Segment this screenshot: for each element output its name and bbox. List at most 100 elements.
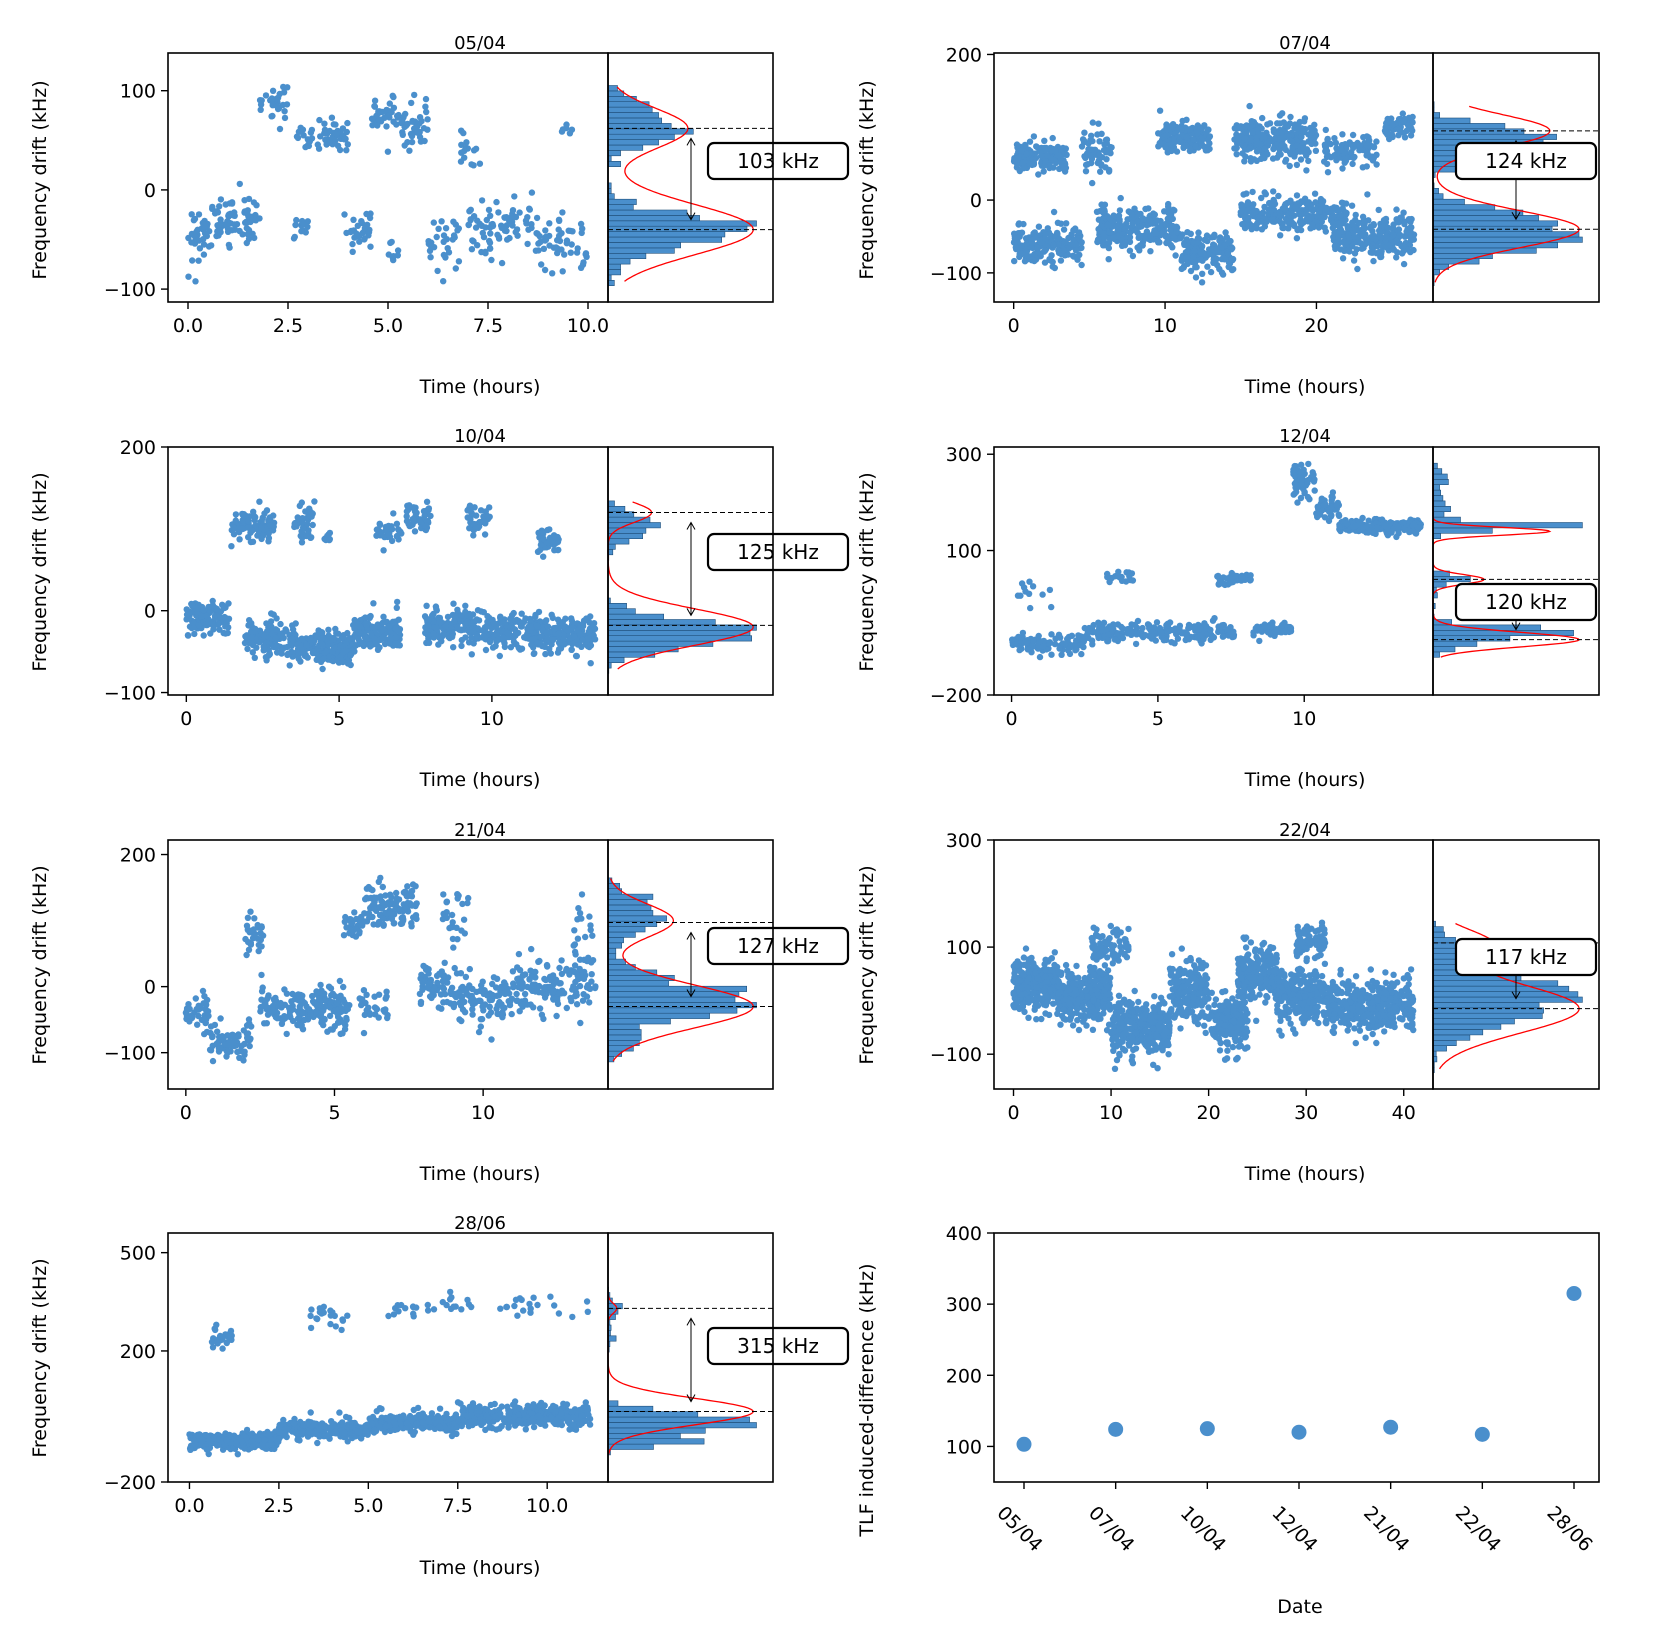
data-point [1315, 208, 1323, 215]
data-point [1287, 624, 1295, 632]
data-point [475, 524, 482, 531]
histogram-bar [1432, 193, 1444, 200]
data-point [541, 266, 549, 274]
data-point [371, 97, 379, 104]
data-point [1266, 120, 1274, 127]
data-point [536, 546, 544, 554]
histogram-bar [607, 269, 621, 276]
data-point [533, 214, 541, 222]
data-point [478, 197, 486, 204]
data-point [298, 499, 305, 506]
data-point [1267, 208, 1275, 215]
data-point [1057, 146, 1064, 153]
data-point [1055, 247, 1062, 254]
data-point [578, 229, 585, 237]
data-point [420, 125, 428, 132]
data-point [1046, 162, 1053, 169]
data-point [365, 229, 373, 236]
data-point [1184, 247, 1191, 255]
panel-1-scatter [185, 83, 590, 285]
histogram-bar [607, 532, 644, 539]
data-point [1063, 220, 1070, 227]
data-point [392, 625, 400, 633]
data-point [258, 971, 265, 979]
data-point [276, 125, 284, 133]
data-point [1294, 482, 1301, 489]
panel-1-histogram [607, 85, 757, 286]
data-point [424, 632, 432, 639]
data-point [209, 602, 216, 609]
data-point [1333, 243, 1341, 250]
data-point [1103, 136, 1111, 143]
data-point [484, 618, 491, 625]
data-point [496, 652, 503, 660]
data-point [1043, 152, 1051, 159]
panel-8-ylabel: TLF induced-difference (kHz) [856, 1263, 878, 1537]
data-point [284, 650, 292, 657]
panel-5: 21/04 Time (hours) Frequency drift (kHz) [29, 820, 540, 1185]
data-point [1023, 150, 1030, 158]
data-point [468, 634, 475, 641]
data-point [485, 206, 493, 214]
data-point [349, 240, 356, 248]
data-point [231, 221, 238, 228]
data-point [552, 624, 559, 632]
data-point [315, 628, 323, 635]
data-point [332, 121, 339, 128]
data-point [432, 603, 440, 610]
data-point [307, 129, 315, 136]
data-point [488, 256, 495, 264]
data-point [1300, 145, 1307, 152]
data-point [478, 222, 486, 229]
data-point [1290, 466, 1297, 473]
histogram-bar [1432, 117, 1471, 124]
data-point [567, 249, 574, 256]
data-point [1086, 146, 1093, 153]
data-point [1383, 234, 1391, 241]
data-point [217, 196, 225, 203]
data-point [201, 1030, 208, 1038]
panel-4-diff-label: 120 kHz [1485, 590, 1567, 614]
data-point [433, 624, 440, 631]
data-point [540, 245, 548, 252]
data-point [369, 623, 377, 631]
data-point [395, 616, 402, 623]
data-point [319, 635, 326, 642]
data-point [423, 498, 431, 505]
histogram-bar [1432, 495, 1444, 502]
data-point [328, 114, 336, 121]
data-point [409, 117, 416, 125]
data-point [188, 211, 195, 218]
data-point [1049, 263, 1056, 270]
data-point [1375, 206, 1382, 214]
data-point [1393, 206, 1400, 213]
data-point [1152, 637, 1160, 644]
data-point [203, 621, 210, 628]
data-point [186, 1005, 193, 1013]
data-point [1270, 145, 1277, 153]
data-point [552, 244, 560, 251]
data-point [1142, 205, 1149, 213]
data-point [1046, 640, 1053, 647]
data-point [1279, 621, 1286, 629]
data-point [1249, 128, 1256, 136]
data-point [286, 662, 293, 669]
data-point [319, 665, 326, 673]
data-point [515, 629, 522, 637]
data-point [1126, 247, 1134, 254]
data-point [589, 623, 597, 631]
data-point [1321, 224, 1328, 231]
data-point [376, 116, 384, 123]
data-point [1146, 216, 1153, 223]
y-tick-label: −100 [930, 263, 982, 285]
data-point [195, 601, 202, 608]
data-point [293, 216, 300, 224]
data-point [1093, 208, 1101, 215]
data-point [341, 211, 348, 218]
data-point [1041, 137, 1048, 144]
data-point [1023, 240, 1030, 247]
data-point [211, 1021, 219, 1029]
data-point [1096, 228, 1104, 235]
data-point [527, 627, 534, 634]
